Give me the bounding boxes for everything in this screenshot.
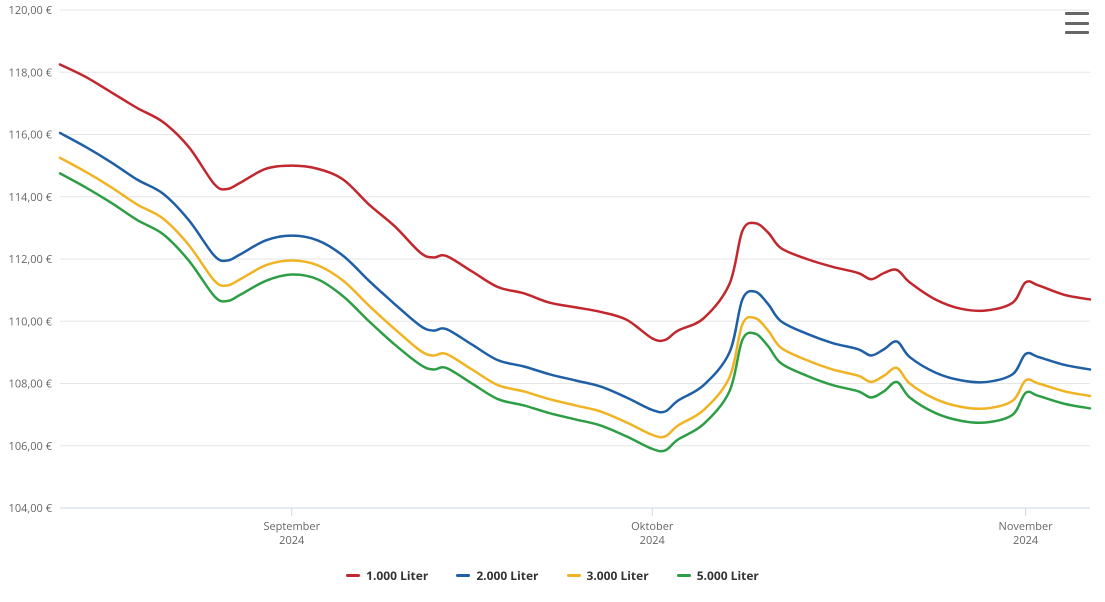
legend-label: 3.000 Liter — [587, 567, 649, 584]
x-tick-label-month: September — [263, 519, 320, 534]
series-group — [60, 64, 1090, 451]
x-tick-label-year: 2024 — [279, 533, 305, 548]
y-tick-label: 108,00 € — [9, 377, 53, 392]
legend-swatch — [456, 574, 470, 577]
legend-item-3[interactable]: 5.000 Liter — [677, 567, 759, 584]
y-tick-label: 104,00 € — [9, 501, 53, 516]
chart-svg: 104,00 € 106,00 € 108,00 € 110,00 € 112,00 €… — [0, 0, 1105, 602]
legend-swatch — [346, 574, 360, 577]
legend-item-0[interactable]: 1.000 Liter — [346, 567, 428, 584]
line-chart: 104,00 € 106,00 € 108,00 € 110,00 € 112,00 €… — [0, 0, 1105, 602]
x-tick-label-month: November — [999, 519, 1054, 534]
x-tick-label-year: 2024 — [640, 533, 666, 548]
x-tick-label-year: 2024 — [1013, 533, 1039, 548]
y-tick-label: 120,00 € — [9, 3, 53, 18]
legend: 1.000 Liter 2.000 Liter 3.000 Liter 5.000 L… — [0, 567, 1105, 584]
y-tick-label: 116,00 € — [9, 128, 53, 143]
y-tick-label: 118,00 € — [9, 65, 53, 80]
series-line-0[interactable] — [60, 64, 1090, 340]
series-line-3[interactable] — [60, 173, 1090, 451]
y-axis: 104,00 € 106,00 € 108,00 € 110,00 € 112,00 €… — [9, 3, 1090, 516]
series-line-1[interactable] — [60, 133, 1090, 412]
x-tick-label-month: Oktober — [631, 519, 674, 534]
legend-swatch — [567, 574, 581, 577]
legend-label: 1.000 Liter — [366, 567, 428, 584]
chart-menu-button[interactable] — [1065, 10, 1089, 36]
y-tick-label: 114,00 € — [9, 190, 53, 205]
legend-swatch — [677, 574, 691, 577]
x-axis: September2024Oktober2024November2024 — [263, 508, 1053, 548]
legend-label: 5.000 Liter — [697, 567, 759, 584]
y-tick-label: 110,00 € — [9, 314, 53, 329]
legend-label: 2.000 Liter — [476, 567, 538, 584]
legend-item-1[interactable]: 2.000 Liter — [456, 567, 538, 584]
y-tick-label: 106,00 € — [9, 439, 53, 454]
y-tick-label: 112,00 € — [9, 252, 53, 267]
legend-item-2[interactable]: 3.000 Liter — [567, 567, 649, 584]
